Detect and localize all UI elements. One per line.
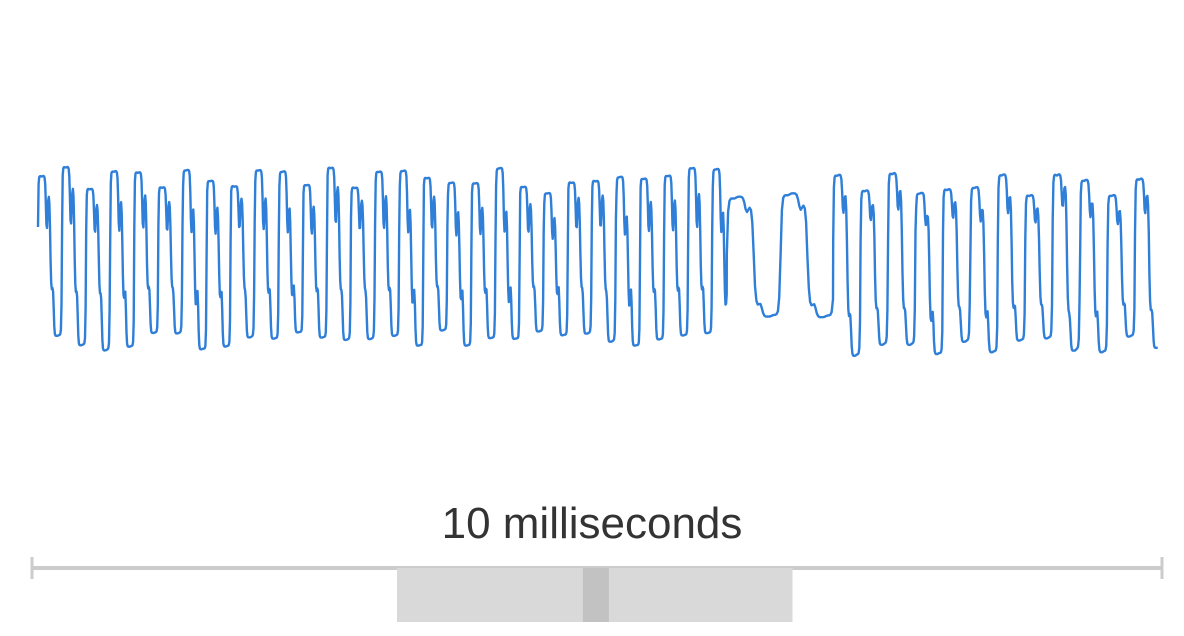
- waveform-series-line-0: [36, 165, 1159, 357]
- waveform-layer: [36, 165, 1159, 357]
- selection-window[interactable]: [396, 568, 793, 622]
- playhead-handle[interactable]: [582, 568, 609, 622]
- scale-bar-label: 10 milliseconds: [442, 499, 743, 548]
